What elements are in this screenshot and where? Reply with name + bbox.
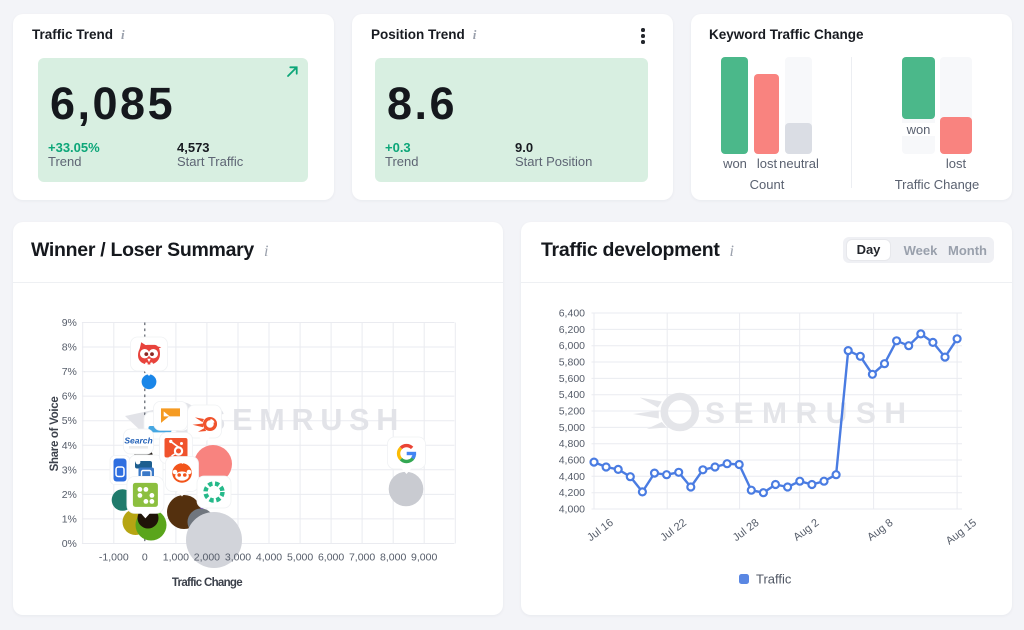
svg-text:4,200: 4,200 — [559, 487, 585, 499]
svg-text:Jul 22: Jul 22 — [658, 517, 689, 544]
svg-text:5,000: 5,000 — [287, 552, 313, 564]
svg-text:0: 0 — [142, 552, 148, 564]
svg-text:Traffic Change: Traffic Change — [172, 577, 242, 589]
svg-text:4,400: 4,400 — [559, 471, 585, 483]
svg-text:Aug 2: Aug 2 — [791, 517, 821, 544]
svg-text:6%: 6% — [62, 391, 77, 403]
svg-text:3,000: 3,000 — [225, 552, 251, 564]
svg-text:2%: 2% — [62, 489, 77, 501]
svg-text:SEMRUSH: SEMRUSH — [705, 397, 915, 430]
svg-text:1,000: 1,000 — [163, 552, 189, 564]
svg-text:SEMRUSH: SEMRUSH — [205, 403, 405, 437]
svg-text:6,000: 6,000 — [318, 552, 344, 564]
svg-text:6,200: 6,200 — [559, 324, 585, 336]
svg-text:Jul 28: Jul 28 — [731, 517, 762, 544]
svg-text:9%: 9% — [62, 317, 77, 329]
svg-text:7,000: 7,000 — [349, 552, 375, 564]
svg-text:0%: 0% — [62, 538, 77, 550]
svg-text:4,000: 4,000 — [559, 504, 585, 516]
svg-text:5,400: 5,400 — [559, 389, 585, 401]
svg-text:5,800: 5,800 — [559, 357, 585, 369]
svg-text:7%: 7% — [62, 366, 77, 378]
svg-text:-1,000: -1,000 — [99, 552, 129, 564]
svg-text:5,200: 5,200 — [559, 406, 585, 418]
svg-text:4,600: 4,600 — [559, 455, 585, 467]
svg-text:Traffic: Traffic — [756, 572, 792, 587]
svg-text:8,000: 8,000 — [380, 552, 406, 564]
svg-text:4,800: 4,800 — [559, 438, 585, 450]
svg-text:9,000: 9,000 — [411, 552, 437, 564]
svg-text:4,000: 4,000 — [256, 552, 282, 564]
svg-text:2,000: 2,000 — [194, 552, 220, 564]
svg-text:Jul 16: Jul 16 — [585, 517, 616, 544]
svg-text:8%: 8% — [62, 342, 77, 354]
svg-text:6,000: 6,000 — [559, 340, 585, 352]
svg-text:1%: 1% — [62, 513, 77, 525]
svg-text:6,400: 6,400 — [559, 308, 585, 320]
svg-text:5%: 5% — [62, 415, 77, 427]
svg-text:4%: 4% — [62, 440, 77, 452]
svg-text:Aug 8: Aug 8 — [865, 517, 895, 544]
svg-text:Aug 15: Aug 15 — [944, 517, 979, 548]
svg-text:5,600: 5,600 — [559, 373, 585, 385]
svg-text:5,000: 5,000 — [559, 422, 585, 434]
svg-text:Search: Search — [124, 436, 152, 446]
svg-text:Share of Voice: Share of Voice — [49, 397, 61, 472]
svg-text:3%: 3% — [62, 464, 77, 476]
